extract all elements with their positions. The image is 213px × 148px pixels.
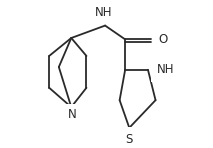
Text: S: S: [126, 133, 133, 146]
Text: NH: NH: [157, 63, 174, 76]
Text: NH: NH: [95, 6, 112, 19]
Text: N: N: [68, 108, 76, 121]
Text: O: O: [158, 33, 168, 46]
